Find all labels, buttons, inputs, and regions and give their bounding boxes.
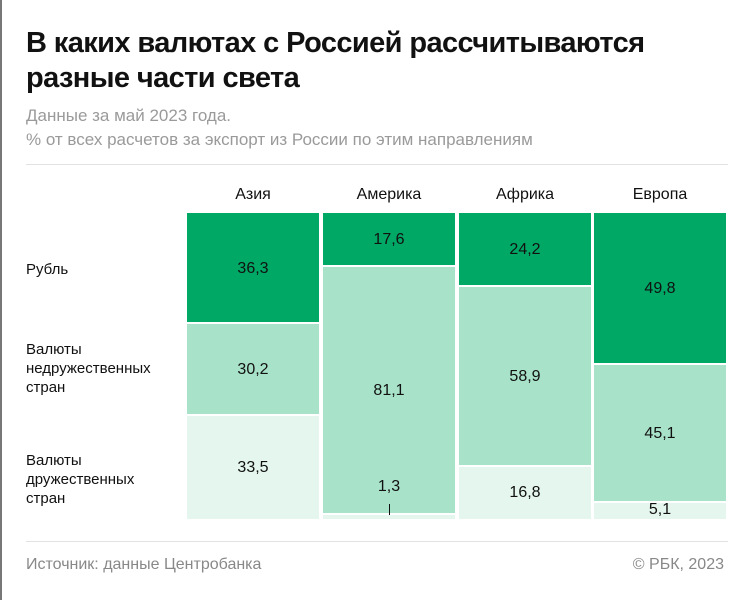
bar-segment xyxy=(459,467,591,519)
bar-segment xyxy=(187,416,319,519)
data-label: 17,6 xyxy=(373,230,405,248)
bar-segment xyxy=(459,287,591,466)
data-label: 81,1 xyxy=(373,381,405,399)
category-label: Азия xyxy=(235,186,271,203)
legend-label-line: недружественных xyxy=(26,360,151,377)
legend-label-line: Валюты xyxy=(26,452,82,469)
data-label: 30,2 xyxy=(237,361,269,379)
data-label: 5,1 xyxy=(648,501,672,519)
data-label: 45,1 xyxy=(644,425,676,443)
category-label: Америка xyxy=(356,186,422,203)
bar-segment xyxy=(187,213,319,323)
legend-label-line: дружественных xyxy=(26,471,135,488)
legend-label-line: стран xyxy=(26,379,66,396)
legend-label: Валюты дружественных стран xyxy=(26,451,134,508)
copyright: © РБК, 2023 xyxy=(632,556,724,573)
data-label: 24,2 xyxy=(509,241,541,259)
bar-segment xyxy=(323,266,455,513)
chart-subtitle-1: Данные за май 2023 года. xyxy=(26,106,232,125)
leader-line xyxy=(389,504,390,516)
source-note: Источник: данные Центробанка xyxy=(26,556,262,573)
bar-segment xyxy=(594,365,726,502)
data-label: 36,3 xyxy=(237,259,269,277)
category-label: Европа xyxy=(632,186,688,203)
bar-segment xyxy=(323,213,455,265)
legend-label: Рубль xyxy=(26,260,68,279)
bar-segment xyxy=(594,503,726,519)
data-label: 58,9 xyxy=(509,368,541,386)
legend-label-line: Валюты xyxy=(26,341,82,358)
bar-segment xyxy=(323,515,455,519)
legend-label-line: Рубль xyxy=(26,261,69,278)
category-label: Африка xyxy=(495,186,555,203)
bar-segment xyxy=(594,213,726,364)
legend-label: Валюты недружественных стран xyxy=(26,340,151,397)
chart-title: В каких валютах с Россией рассчитываются… xyxy=(26,27,645,94)
data-label: 16,8 xyxy=(509,483,541,501)
data-label: 49,8 xyxy=(644,280,676,298)
divider xyxy=(26,541,728,542)
data-label: 1,3 xyxy=(377,478,401,496)
bar-segment xyxy=(459,213,591,286)
legend-label-line: стран xyxy=(26,490,66,507)
chart-subtitle-2: % от всех расчетов за экспорт из России … xyxy=(26,130,533,149)
divider xyxy=(26,164,728,165)
data-label: 33,5 xyxy=(237,458,269,476)
bar-segment xyxy=(187,324,319,415)
